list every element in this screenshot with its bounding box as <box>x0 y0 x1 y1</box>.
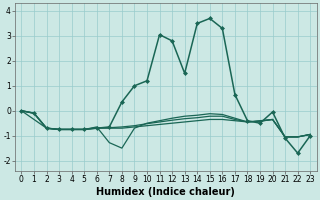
X-axis label: Humidex (Indice chaleur): Humidex (Indice chaleur) <box>96 187 235 197</box>
